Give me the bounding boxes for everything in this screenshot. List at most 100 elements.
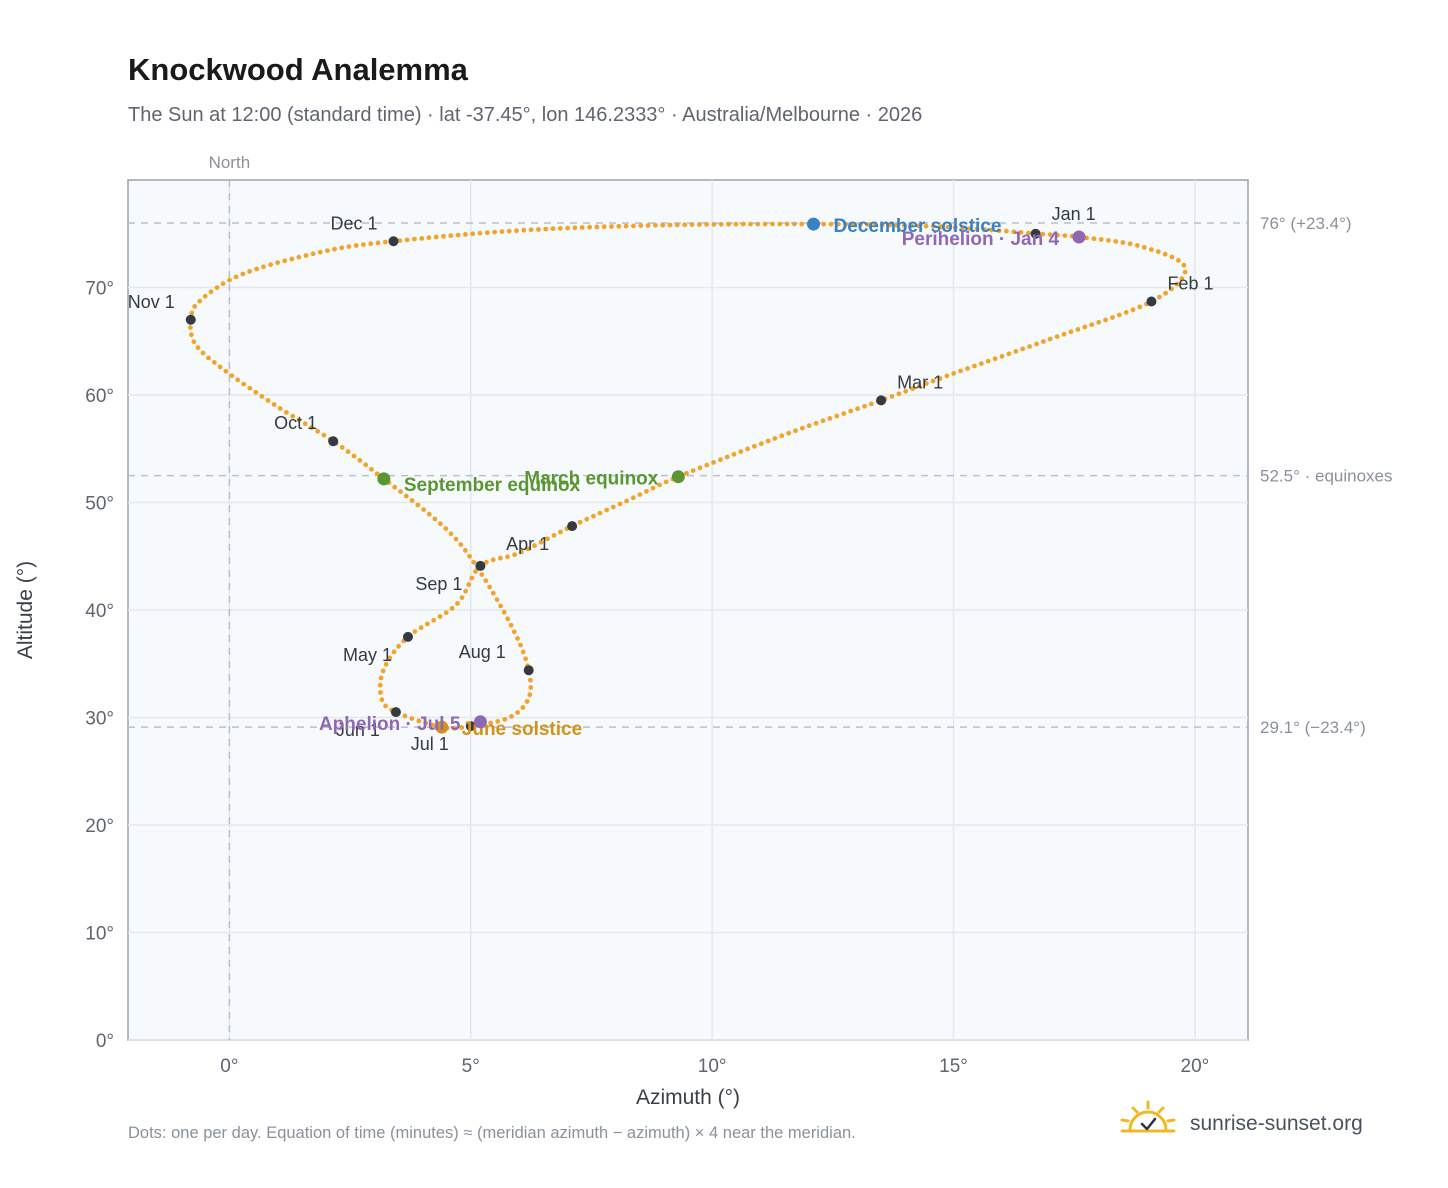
chart-title: Knockwood Analemma xyxy=(128,52,468,87)
daily-sun-dot xyxy=(235,377,241,383)
daily-sun-dot xyxy=(1096,319,1102,325)
daily-sun-dot xyxy=(587,224,592,230)
month-marker xyxy=(523,665,534,676)
daily-sun-dot xyxy=(189,310,195,316)
daily-sun-dot xyxy=(690,468,696,473)
daily-sun-dot xyxy=(525,546,531,552)
event-label: December solstice xyxy=(834,216,1002,237)
daily-sun-dot xyxy=(483,578,489,584)
daily-sun-dot xyxy=(515,636,520,641)
daily-sun-dot xyxy=(1055,232,1060,238)
daily-sun-dot xyxy=(419,236,425,241)
daily-sun-dot xyxy=(247,385,253,391)
x-axis-title: Azimuth (°) xyxy=(636,1086,740,1109)
daily-sun-dot xyxy=(784,221,790,227)
daily-sun-dot xyxy=(821,221,827,227)
daily-sun-dot xyxy=(1068,329,1074,335)
daily-sun-dot xyxy=(403,493,409,499)
daily-sun-dot xyxy=(441,233,446,239)
daily-sun-dot xyxy=(617,501,623,507)
daily-sun-dot xyxy=(835,221,841,227)
event-marker xyxy=(473,715,487,729)
daily-sun-dot xyxy=(369,466,374,472)
daily-sun-dot xyxy=(951,371,957,376)
reference-line-label: 29.1° (−23.4°) xyxy=(1260,718,1366,737)
daily-sun-dot xyxy=(660,222,666,228)
brand[interactable]: sunrise-sunset.org xyxy=(1118,1100,1388,1150)
brand-name[interactable]: sunrise-sunset.org xyxy=(1190,1112,1363,1135)
daily-sun-dot xyxy=(505,616,511,622)
daily-sun-dot xyxy=(377,682,383,688)
daily-sun-dot xyxy=(452,725,457,731)
month-marker-label: Sep 1 xyxy=(415,574,462,594)
sun-logo-icon xyxy=(1120,1100,1176,1133)
daily-sun-dot xyxy=(1110,315,1115,320)
daily-sun-dot xyxy=(467,553,472,559)
daily-sun-dot xyxy=(415,502,421,508)
daily-sun-dot xyxy=(923,223,929,229)
daily-sun-dot xyxy=(426,235,432,241)
daily-sun-dot xyxy=(762,221,768,227)
daily-sun-dot xyxy=(637,492,643,497)
daily-sun-dot xyxy=(879,222,885,228)
daily-sun-dot xyxy=(952,225,958,230)
daily-sun-dot xyxy=(310,251,316,257)
daily-sun-dot xyxy=(378,690,383,695)
daily-sun-dot xyxy=(309,425,314,430)
daily-sun-dot xyxy=(1047,336,1053,342)
daily-sun-dot xyxy=(740,221,746,227)
daily-sun-dot xyxy=(402,713,408,719)
axes: 0° 5° 10° 15° 20° 0° 10° 20° 30° 40° 50° 60° 70° Azim… xyxy=(14,279,1209,1110)
daily-sun-dot xyxy=(887,222,892,228)
chart-subtitle: The Sun at 12:00 (standard time) · lat -… xyxy=(128,104,923,126)
month-marker-label: Apr 1 xyxy=(506,534,549,554)
daily-sun-dot xyxy=(1089,322,1095,328)
daily-sun-dot xyxy=(1013,349,1019,354)
daily-sun-dot xyxy=(455,232,461,238)
daily-sun-dot xyxy=(999,353,1005,359)
daily-sun-dot xyxy=(644,488,649,494)
daily-sun-dot xyxy=(339,445,345,450)
daily-sun-dot xyxy=(484,230,490,236)
month-marker xyxy=(567,521,578,532)
daily-sun-dot xyxy=(437,614,443,619)
month-marker xyxy=(390,707,401,718)
month-marker xyxy=(475,560,486,571)
daily-sun-dot xyxy=(290,413,296,419)
month-marker-label: Jun 1 xyxy=(336,720,380,740)
daily-sun-dot xyxy=(718,221,724,227)
daily-sun-dot xyxy=(916,223,922,229)
daily-sun-dot xyxy=(1047,232,1053,238)
daily-sun-dot xyxy=(1179,276,1185,282)
daily-sun-dot xyxy=(827,416,833,421)
daily-sun-dot xyxy=(383,661,389,667)
daily-sun-dot xyxy=(229,373,235,378)
month-marker-label: Dec 1 xyxy=(330,213,377,233)
daily-sun-dot xyxy=(800,425,805,431)
daily-sun-dot xyxy=(202,293,208,299)
daily-sun-dot xyxy=(1103,317,1108,323)
daily-sun-dot xyxy=(653,222,658,228)
daily-sun-dot xyxy=(711,460,716,465)
event-marker xyxy=(671,470,685,484)
daily-sun-dot xyxy=(545,536,550,542)
daily-sun-dot xyxy=(604,507,610,513)
daily-sun-dot xyxy=(1113,239,1119,244)
daily-sun-dot xyxy=(357,458,363,463)
daily-sun-dot xyxy=(944,373,950,379)
y-tick-label: 70° xyxy=(85,279,114,300)
daily-sun-dot xyxy=(896,391,902,397)
event-label: June solstice xyxy=(462,719,582,740)
daily-sun-dot xyxy=(520,649,526,655)
daily-sun-dot xyxy=(894,222,900,228)
y-tick-label: 30° xyxy=(85,709,114,730)
daily-sun-dot xyxy=(479,572,485,577)
daily-sun-dot xyxy=(259,394,265,399)
daily-sun-dot xyxy=(469,575,475,581)
daily-sun-dot xyxy=(509,714,514,719)
daily-sun-dot xyxy=(396,643,401,649)
daily-sun-dot xyxy=(443,610,449,615)
daily-sun-dot xyxy=(931,224,936,229)
daily-sun-dot xyxy=(923,381,929,386)
